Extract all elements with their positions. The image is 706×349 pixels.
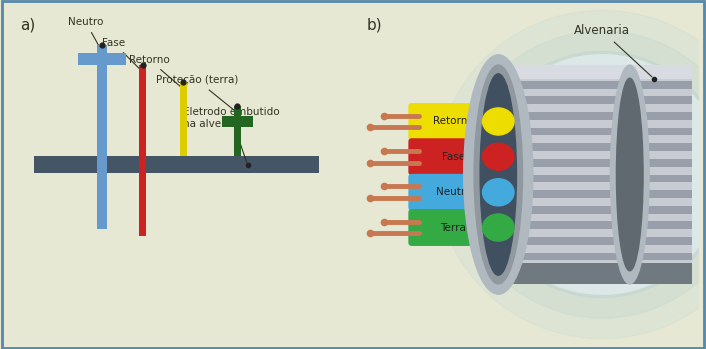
Text: Terra: Terra	[441, 223, 466, 232]
Ellipse shape	[474, 65, 522, 284]
Ellipse shape	[611, 65, 649, 284]
FancyBboxPatch shape	[234, 106, 241, 156]
FancyBboxPatch shape	[498, 214, 692, 221]
FancyBboxPatch shape	[408, 138, 508, 175]
FancyBboxPatch shape	[498, 96, 692, 104]
FancyBboxPatch shape	[222, 116, 253, 127]
Ellipse shape	[483, 108, 514, 135]
FancyBboxPatch shape	[498, 81, 692, 89]
FancyBboxPatch shape	[78, 53, 126, 65]
FancyBboxPatch shape	[498, 174, 692, 182]
Text: Alvenaria: Alvenaria	[574, 24, 652, 77]
FancyBboxPatch shape	[498, 167, 692, 174]
Circle shape	[457, 31, 706, 318]
FancyBboxPatch shape	[498, 276, 692, 284]
FancyBboxPatch shape	[498, 263, 692, 284]
Ellipse shape	[474, 65, 522, 284]
Ellipse shape	[483, 143, 514, 170]
Text: Neutro: Neutro	[436, 187, 471, 197]
FancyBboxPatch shape	[34, 156, 319, 173]
FancyBboxPatch shape	[498, 151, 692, 159]
FancyBboxPatch shape	[139, 65, 146, 236]
Text: b): b)	[367, 17, 383, 32]
FancyBboxPatch shape	[498, 143, 692, 151]
FancyBboxPatch shape	[498, 198, 692, 206]
Text: Retorno: Retorno	[433, 117, 474, 126]
FancyBboxPatch shape	[498, 260, 692, 268]
FancyBboxPatch shape	[498, 128, 692, 135]
FancyBboxPatch shape	[97, 45, 107, 53]
Ellipse shape	[616, 78, 643, 271]
FancyBboxPatch shape	[408, 209, 508, 246]
Circle shape	[436, 10, 706, 339]
FancyBboxPatch shape	[498, 237, 692, 245]
Text: Neutro: Neutro	[68, 17, 104, 49]
FancyBboxPatch shape	[498, 245, 692, 253]
FancyBboxPatch shape	[408, 103, 508, 140]
FancyBboxPatch shape	[498, 206, 692, 214]
FancyBboxPatch shape	[408, 174, 508, 211]
FancyBboxPatch shape	[498, 65, 692, 284]
Text: a): a)	[20, 17, 36, 32]
Circle shape	[481, 55, 706, 294]
FancyBboxPatch shape	[97, 45, 107, 229]
FancyBboxPatch shape	[498, 89, 692, 96]
FancyBboxPatch shape	[498, 159, 692, 167]
FancyBboxPatch shape	[498, 253, 692, 260]
Ellipse shape	[483, 179, 514, 206]
FancyBboxPatch shape	[498, 73, 692, 81]
Text: Fase: Fase	[102, 38, 140, 70]
FancyBboxPatch shape	[498, 65, 692, 79]
FancyBboxPatch shape	[498, 112, 692, 120]
FancyBboxPatch shape	[498, 135, 692, 143]
Text: Eletrodo embutido
na alvenaria: Eletrodo embutido na alvenaria	[184, 107, 280, 163]
FancyBboxPatch shape	[234, 106, 241, 120]
Text: Fase: Fase	[442, 152, 465, 162]
FancyBboxPatch shape	[179, 82, 187, 156]
FancyBboxPatch shape	[498, 190, 692, 198]
FancyBboxPatch shape	[498, 65, 692, 73]
Circle shape	[477, 51, 706, 298]
FancyBboxPatch shape	[498, 229, 692, 237]
Text: Retorno: Retorno	[129, 55, 181, 87]
Text: Proteção (terra): Proteção (terra)	[156, 75, 239, 111]
FancyBboxPatch shape	[498, 104, 692, 112]
FancyBboxPatch shape	[498, 268, 692, 276]
Ellipse shape	[480, 74, 517, 275]
Ellipse shape	[483, 214, 514, 241]
FancyBboxPatch shape	[498, 182, 692, 190]
Ellipse shape	[464, 55, 533, 294]
FancyBboxPatch shape	[498, 221, 692, 229]
FancyBboxPatch shape	[498, 120, 692, 128]
